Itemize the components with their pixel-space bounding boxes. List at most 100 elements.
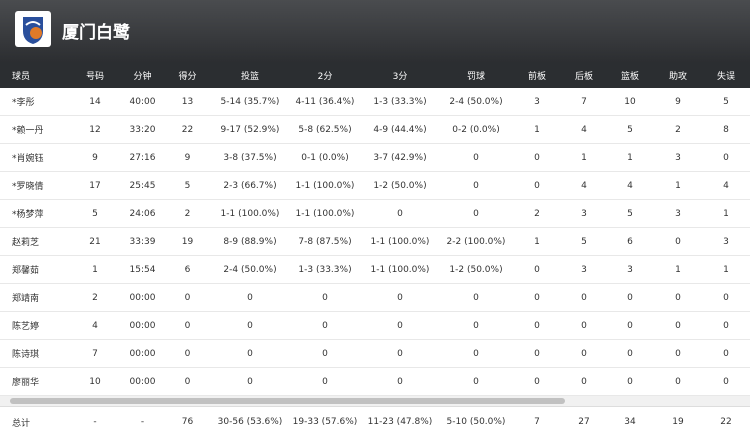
cell: 00:00 (129, 348, 156, 359)
cell: 1-2 (50.0%) (373, 180, 427, 191)
cell: 1 (675, 180, 681, 191)
cell: 0 (247, 376, 253, 387)
cell: 19-33 (57.6%) (292, 417, 358, 427)
cell: 赵莉芝 (12, 238, 40, 248)
cell: 0 (184, 320, 191, 331)
cell: 5 (581, 236, 587, 247)
cell: 0-1 (0.0%) (301, 152, 349, 163)
cell: 19 (181, 236, 194, 247)
cell: 0 (723, 320, 729, 331)
cell: 郑馨茹 (12, 266, 40, 276)
cell: 0 (581, 292, 587, 303)
cell: 2 (675, 124, 681, 135)
cell: 0 (473, 376, 479, 387)
cell: 4 (581, 124, 587, 135)
cell: 76 (181, 417, 194, 427)
cell: 30-56 (53.6%) (217, 417, 283, 427)
cell: 3-7 (42.9%) (373, 152, 427, 163)
cell: 0 (534, 264, 540, 275)
cell: 1-1 (100.0%) (370, 236, 430, 247)
cell: 5 (627, 208, 633, 219)
cell: 0 (534, 152, 540, 163)
cell: 陈艺婷 (12, 322, 40, 332)
cell: 助攻 (668, 71, 687, 82)
cell: 34 (624, 417, 636, 427)
team-logo (15, 11, 51, 47)
cell: *赖一丹 (12, 126, 44, 136)
cell: 2 (534, 208, 540, 219)
cell: 1-3 (33.3%) (298, 264, 352, 275)
cell: 1-1 (100.0%) (295, 208, 355, 219)
cell: 0 (627, 292, 633, 303)
cell: 21 (89, 236, 101, 247)
cell: 1 (723, 264, 729, 275)
cell: 郑靖南 (12, 294, 40, 304)
player-row: *赖一丹 12 33:20 22 9-17 (52.9%) 5-8 (62.5%) 4-9 … (0, 116, 750, 144)
player-row: *李彤 14 40:00 13 5-14 (35.7%) 4-11 (36.4%) 1-3 … (0, 88, 750, 116)
player-row: 赵莉芝 21 33:39 19 8-9 (88.9%) 7-8 (87.5%) 1-1 (1… (0, 228, 750, 256)
cell: 10 (624, 96, 636, 107)
cell: 0 (473, 208, 479, 219)
cell: *肖婉钰 (12, 154, 44, 164)
cell: 罚球 (466, 71, 485, 82)
cell: 3 (675, 152, 681, 163)
cell: 0 (581, 348, 587, 359)
cell: 9 (92, 152, 98, 163)
cell: 5-10 (50.0%) (446, 417, 506, 427)
cell: 0 (723, 292, 729, 303)
cell: 2 (92, 292, 98, 303)
player-row: 廖丽华 10 00:00 0 0 0 0 0 0 0 0 0 0 (0, 368, 750, 396)
cell: 7 (534, 417, 540, 427)
cell: 40:00 (129, 96, 156, 107)
cell: 7 (581, 96, 587, 107)
cell: 3-8 (37.5%) (223, 152, 277, 163)
cell: 3 (627, 264, 633, 275)
header-row: 球员 号码 分钟 得分 投篮 2分 3分 罚球 前板 后板 篮板 助攻 失误 (0, 62, 750, 88)
cell: 27 (578, 417, 590, 427)
cell: 9 (184, 152, 191, 163)
cell: 22 (181, 124, 194, 135)
cell: 2分 (317, 71, 333, 82)
cell: 7 (92, 348, 98, 359)
cell: 2-4 (50.0%) (449, 96, 503, 107)
cell: 4 (581, 180, 587, 191)
player-row: *罗晓倩 17 25:45 5 2-3 (66.7%) 1-1 (100.0%) 1-2 (… (0, 172, 750, 200)
cell: 0 (247, 320, 253, 331)
cell: 投篮 (240, 71, 259, 82)
cell: 3 (675, 208, 681, 219)
cell: 0 (322, 320, 328, 331)
totals-row: 总计 - - 76 30-56 (53.6%) 19-33 (57.6%) 11-23 (4… (0, 406, 750, 437)
cell: 3 (581, 264, 587, 275)
cell: 0 (534, 292, 540, 303)
player-row: 陈艺婷 4 00:00 0 0 0 0 0 0 0 0 0 0 (0, 312, 750, 340)
cell: 1-1 (100.0%) (295, 180, 355, 191)
cell: 1 (534, 124, 540, 135)
cell: 8-9 (88.9%) (223, 236, 277, 247)
cell: 1-3 (33.3%) (373, 96, 427, 107)
cell: 0 (627, 376, 633, 387)
cell: 1 (675, 264, 681, 275)
cell: 19 (672, 417, 684, 427)
cell: 8 (723, 124, 729, 135)
cell: 0 (184, 348, 191, 359)
cell: 0 (247, 292, 253, 303)
cell: 2-3 (66.7%) (223, 180, 277, 191)
cell: 总计 (12, 418, 31, 429)
cell: 0 (675, 376, 681, 387)
player-row: *肖婉钰 9 27:16 9 3-8 (37.5%) 0-1 (0.0%) 3-7 (42.… (0, 144, 750, 172)
cell: 00:00 (129, 376, 156, 387)
cell: 3分 (392, 71, 408, 82)
scroll-thumb[interactable] (10, 398, 565, 404)
cell: 13 (181, 96, 194, 107)
cell: 0 (627, 320, 633, 331)
cell: 0 (675, 292, 681, 303)
cell: 5 (723, 96, 729, 107)
cell: 廖丽华 (12, 378, 40, 388)
cell: 0 (322, 292, 328, 303)
cell: 0 (627, 348, 633, 359)
cell: 9-17 (52.9%) (220, 124, 280, 135)
scrollbar[interactable] (0, 396, 750, 406)
cell: 0 (184, 292, 191, 303)
cell: 0 (534, 320, 540, 331)
cell: 0 (397, 292, 403, 303)
